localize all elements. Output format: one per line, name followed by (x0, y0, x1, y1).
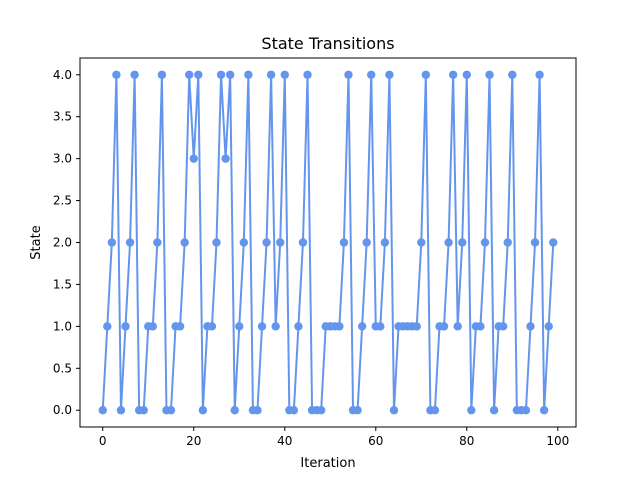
data-point (139, 406, 148, 415)
data-point (485, 70, 494, 79)
data-point (166, 406, 176, 415)
y-tick-label: 0.5 (53, 361, 72, 375)
y-axis-label: State (29, 225, 44, 259)
y-tick-label: 0.0 (53, 403, 72, 417)
x-axis-label: Iteration (300, 456, 355, 471)
data-point (175, 322, 185, 331)
data-point (462, 70, 471, 79)
data-point (112, 70, 121, 79)
y-tick-label: 4.0 (53, 68, 72, 82)
data-point (289, 406, 299, 415)
data-point (212, 238, 221, 247)
data-point (103, 322, 112, 331)
plot-frame (79, 57, 577, 428)
y-tick-label: 1.0 (53, 319, 72, 333)
data-point (130, 70, 139, 79)
data-point (157, 70, 167, 79)
data-point (526, 322, 535, 331)
x-tick-label: 0 (99, 434, 107, 448)
data-point (467, 406, 476, 415)
y-tick-label: 2.5 (53, 194, 72, 208)
data-point (530, 238, 540, 247)
data-point (503, 238, 512, 247)
data-point (417, 238, 426, 247)
data-point (276, 238, 285, 247)
data-point (280, 70, 289, 79)
x-tick-label: 20 (186, 434, 201, 448)
y-tick-label: 3.0 (53, 152, 72, 166)
data-point (257, 322, 267, 331)
data-point (185, 70, 194, 79)
data-point (430, 406, 440, 415)
data-point (448, 70, 458, 79)
x-tick-label: 40 (277, 434, 292, 448)
data-point (367, 70, 376, 79)
data-point (298, 238, 308, 247)
data-point (266, 70, 276, 79)
data-point (194, 70, 203, 79)
data-point (453, 322, 462, 331)
data-point (508, 70, 517, 79)
data-point (116, 406, 126, 415)
data-point (549, 238, 558, 247)
data-point (253, 406, 262, 415)
data-point (148, 322, 158, 331)
data-point (480, 238, 490, 247)
y-tick-label: 1.5 (53, 277, 72, 291)
x-tick-label: 100 (546, 434, 569, 448)
data-point (539, 406, 549, 415)
data-point (476, 322, 485, 331)
data-point (180, 238, 189, 247)
x-tick-label: 80 (459, 434, 474, 448)
data-point (439, 322, 449, 331)
data-point (216, 70, 226, 79)
data-point (244, 70, 253, 79)
data-point (376, 322, 385, 331)
data-point (489, 406, 499, 415)
data-point (153, 238, 162, 247)
data-point (271, 322, 280, 331)
data-point (412, 322, 421, 331)
data-point (535, 70, 544, 79)
data-point (521, 406, 531, 415)
data-point (385, 70, 394, 79)
data-point (121, 322, 130, 331)
data-point (98, 406, 107, 415)
data-point (498, 322, 508, 331)
data-point (335, 322, 344, 331)
data-point (316, 406, 326, 415)
data-point (544, 322, 553, 331)
data-point (421, 70, 431, 79)
data-point (344, 70, 353, 79)
data-point (207, 322, 217, 331)
x-tick-label: 60 (368, 434, 383, 448)
plot-area (98, 70, 558, 415)
data-point (221, 154, 230, 163)
data-point (262, 238, 271, 247)
data-point (357, 322, 367, 331)
data-point (107, 238, 117, 247)
data-point (198, 406, 208, 415)
data-point (239, 238, 249, 247)
data-point (444, 238, 453, 247)
y-tick-label: 2.0 (53, 236, 72, 250)
data-point (458, 238, 467, 247)
chart-title: State Transitions (261, 34, 394, 53)
data-point (380, 238, 390, 247)
data-point (225, 70, 235, 79)
data-point (294, 322, 303, 331)
data-point (235, 322, 244, 331)
data-point (230, 406, 239, 415)
data-point (125, 238, 135, 247)
data-point (303, 70, 312, 79)
axis-ticks: 0 20 40 60 80 100 0.0 0.5 1.0 1.5 2.0 2.5 3.0 3.5 4.0 (53, 68, 569, 448)
data-point (339, 238, 349, 247)
data-point (389, 406, 399, 415)
data-point (362, 238, 371, 247)
data-point (189, 154, 198, 163)
y-tick-label: 3.5 (53, 110, 72, 124)
data-point (353, 406, 362, 415)
